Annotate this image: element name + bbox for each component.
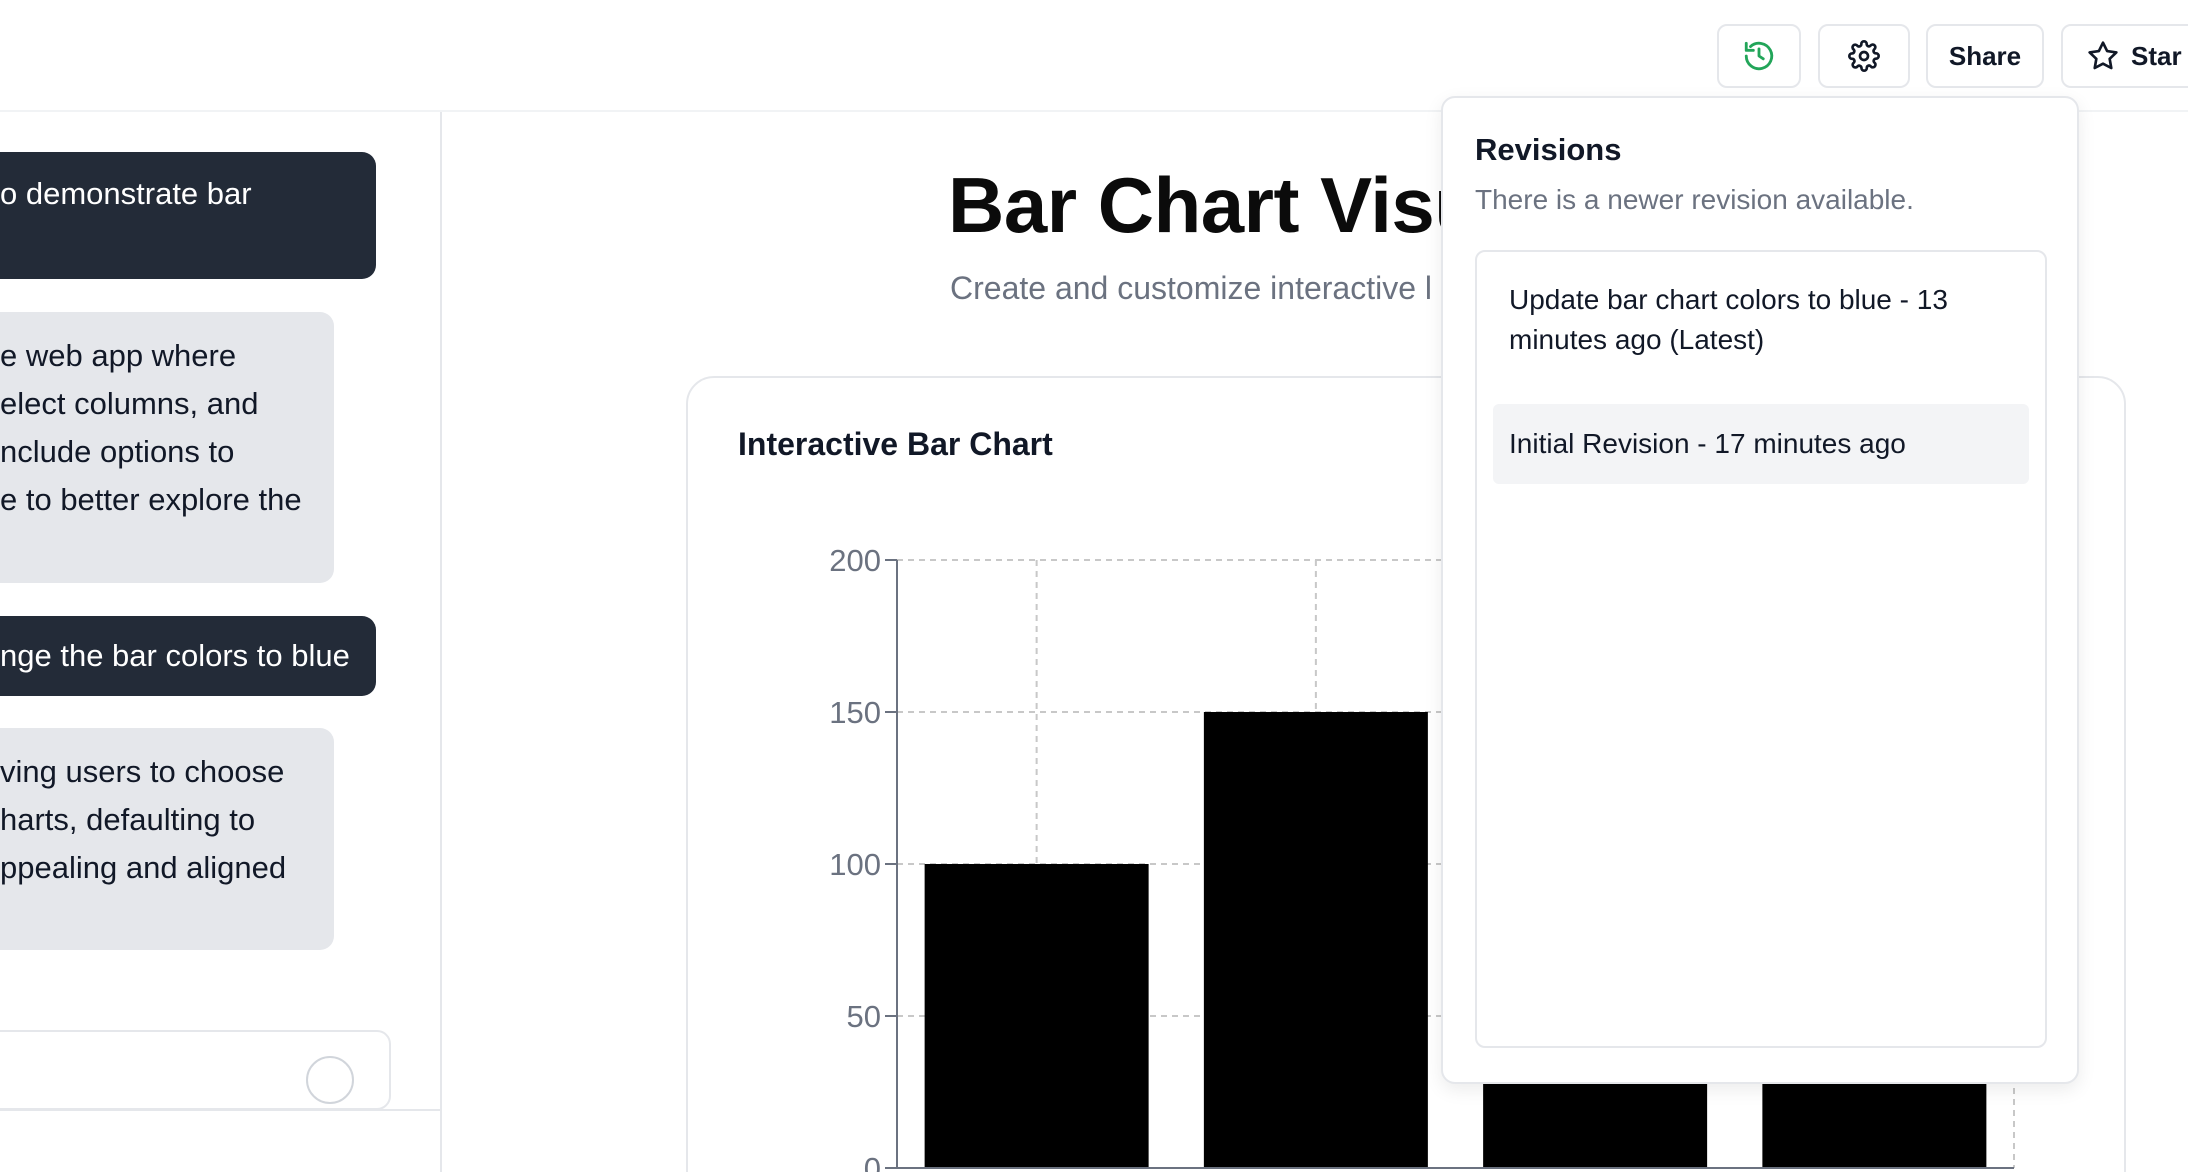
star-label: Star	[2131, 40, 2182, 71]
share-button[interactable]: Share	[1926, 24, 2044, 88]
y-tick-label: 50	[847, 999, 881, 1034]
page-subtitle: Create and customize interactive l	[950, 270, 1432, 306]
chat-input-divider	[0, 1109, 440, 1111]
revision-item-initial[interactable]: Initial Revision - 17 minutes ago	[1493, 404, 2029, 484]
settings-button[interactable]	[1818, 24, 1910, 88]
chat-panel: o demonstrate bar e web app where elect …	[0, 112, 442, 1172]
revisions-title: Revisions	[1475, 132, 1622, 167]
send-button[interactable]	[306, 1056, 354, 1104]
chart-card-title: Interactive Bar Chart	[738, 426, 1053, 462]
page-title: Bar Chart Visua	[948, 161, 1525, 249]
history-icon	[1742, 39, 1776, 73]
revision-item-latest[interactable]: Update bar chart colors to blue - 13 min…	[1493, 280, 2029, 360]
y-tick-label: 0	[864, 1151, 881, 1172]
y-tick-label: 200	[829, 543, 881, 578]
bar	[1203, 712, 1428, 1168]
assistant-message: ving users to choose harts, defaulting t…	[0, 728, 334, 950]
user-message: o demonstrate bar	[0, 152, 376, 279]
assistant-message: e web app where elect columns, and nclud…	[0, 312, 334, 583]
star-button[interactable]: Star	[2061, 24, 2188, 88]
revisions-description: There is a newer revision available.	[1475, 184, 1914, 215]
revision-item-label: Initial Revision - 17 minutes ago	[1509, 428, 1906, 459]
revisions-list: Update bar chart colors to blue - 13 min…	[1475, 250, 2047, 1048]
y-tick-label: 150	[829, 695, 881, 730]
history-button[interactable]	[1717, 24, 1801, 88]
bar	[924, 864, 1149, 1168]
share-label: Share	[1948, 40, 2022, 71]
revision-item-label: Update bar chart colors to blue - 13 min…	[1509, 284, 1948, 355]
top-bar: Share Star	[0, 0, 2188, 112]
star-icon	[2087, 40, 2119, 72]
user-message: nge the bar colors to blue	[0, 616, 376, 696]
revisions-popover: Revisions There is a newer revision avai…	[1441, 96, 2079, 1084]
gear-icon	[1848, 40, 1880, 72]
y-tick-label: 100	[829, 847, 881, 882]
